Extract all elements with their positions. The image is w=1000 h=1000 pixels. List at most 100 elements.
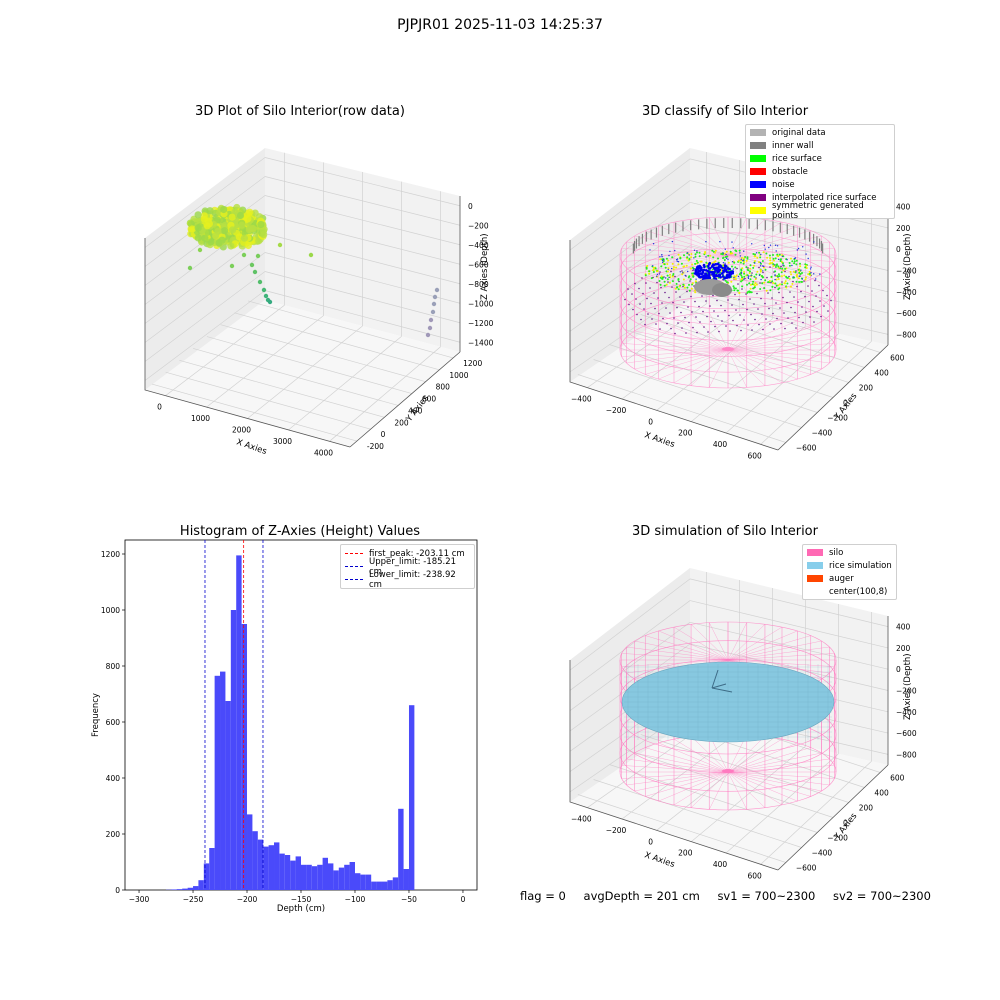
raw-point (257, 220, 265, 229)
noise-point (815, 278, 817, 280)
silo-spoke (727, 765, 835, 773)
interpolated-point (640, 318, 642, 321)
rice-surface-point (646, 265, 649, 267)
interpolated-point (729, 330, 731, 332)
panel3-histogram[interactable]: −300 −250 −200 −150 −100 −50 0 0 200 400 600 800 100… (0, 500, 500, 920)
interpolated-point (661, 302, 663, 304)
silo-spoke (727, 635, 811, 661)
panel4-xlabel: X Axies (643, 850, 676, 870)
silo-spoke (634, 330, 729, 351)
noise-cluster-point (704, 274, 707, 277)
silo-spoke (727, 771, 747, 810)
noise-cluster-point (699, 276, 702, 279)
silo-spoke (727, 771, 783, 806)
rice-surface-point (690, 287, 693, 290)
interpolated-point (807, 285, 809, 287)
interpolated-point (706, 315, 708, 318)
panel1-title: 3D Plot of Silo Interior(row data) (195, 104, 405, 119)
y-tick-label: −600 (796, 444, 817, 453)
rice-surface-point (781, 267, 784, 270)
rice-surface-point (661, 276, 664, 279)
rice-surface-point (671, 275, 674, 278)
silo-spoke (727, 738, 783, 773)
interpolated-point (740, 329, 742, 332)
interpolated-point (746, 308, 748, 311)
interpolated-point (674, 332, 676, 335)
silo-spoke (709, 771, 729, 810)
silo-spoke (690, 624, 729, 661)
raw-point (263, 293, 269, 299)
histogram-bar (214, 675, 221, 890)
rice-surface-point (663, 280, 666, 283)
panel4-3d-plot[interactable]: −400−2000200400600−600−400−2000200400600… (500, 420, 1000, 900)
noise-point (724, 248, 726, 250)
rice-surface-point (761, 275, 763, 277)
silo-spoke (727, 325, 811, 351)
interpolated-point (709, 305, 711, 307)
interpolated-point (779, 307, 781, 309)
noise-cluster-point (724, 268, 728, 272)
status-line: flag = 0 avgDepth = 201 cm sv1 = 700~230… (520, 889, 945, 903)
histogram-bar (284, 855, 291, 890)
interpolated-point (786, 301, 788, 304)
histogram-bar (247, 814, 253, 890)
rice-surface-point (786, 282, 789, 285)
legend-item: inner wall (746, 139, 894, 152)
silo-spoke (690, 736, 729, 773)
x-tick-label: 600 (748, 451, 763, 460)
interpolated-point (673, 317, 675, 319)
interpolated-point (688, 321, 690, 324)
rice-surface-point (669, 276, 672, 279)
noise-point (807, 257, 809, 260)
rice-surface-point (776, 253, 779, 256)
legend-swatch (750, 142, 766, 149)
noise-point (760, 278, 762, 281)
noise-point (722, 278, 724, 281)
silo-spoke (673, 626, 729, 661)
interpolated-point (767, 292, 769, 294)
rice-surface-point (695, 259, 698, 262)
legend-label: center(100,8) (829, 586, 888, 597)
sv2-value: sv2 = 700~2300 (833, 889, 931, 903)
silo-spoke (727, 742, 798, 773)
noise-point (693, 249, 696, 251)
y-tick-label: 200 (859, 384, 874, 393)
panel1-zlabel: Z Axies (Depth) (480, 233, 490, 300)
interpolated-point (731, 304, 733, 306)
x-tick-label: 200 (678, 849, 693, 858)
interpolated-point (701, 295, 703, 297)
noise-cluster-point (724, 276, 728, 279)
noise-point (800, 269, 802, 271)
interpolated-point (822, 289, 824, 292)
rice-surface-point (714, 260, 717, 263)
raw-point (201, 234, 209, 242)
rice-surface-point (766, 256, 769, 259)
z-tick-label: −600 (896, 309, 917, 318)
legend-swatch (750, 194, 766, 201)
x-tick-label: 0 (157, 403, 162, 412)
interpolated-point (717, 315, 719, 317)
interpolated-point (818, 284, 820, 287)
noise-cluster-point (714, 266, 718, 270)
rice-surface-point (777, 284, 780, 287)
silo-spoke (727, 241, 830, 256)
y-tick-label: 0 (843, 399, 848, 408)
silo-spoke (727, 314, 766, 351)
rice-surface-point (680, 262, 683, 265)
rice-surface-point (694, 262, 697, 265)
rice-surface-point (775, 264, 778, 267)
interpolated-point (768, 307, 770, 310)
panel1-3d-plot[interactable]: 0 1000 2000 3000 4000 -200 0 200 400 600 800 1000 12… (0, 0, 500, 500)
rice-surface-point (777, 273, 780, 276)
silo-spoke (673, 316, 729, 351)
silo-spoke (727, 758, 830, 773)
interpolated-point (778, 291, 780, 294)
y-tick-label: -200 (367, 442, 384, 451)
interpolated-point (808, 300, 810, 303)
rice-surface-point (678, 285, 681, 288)
x-tick-label: 200 (678, 429, 693, 438)
silo-spoke (673, 349, 729, 384)
interpolated-point (751, 272, 753, 274)
rice-surface-point (734, 287, 737, 290)
raw-point (252, 269, 258, 275)
